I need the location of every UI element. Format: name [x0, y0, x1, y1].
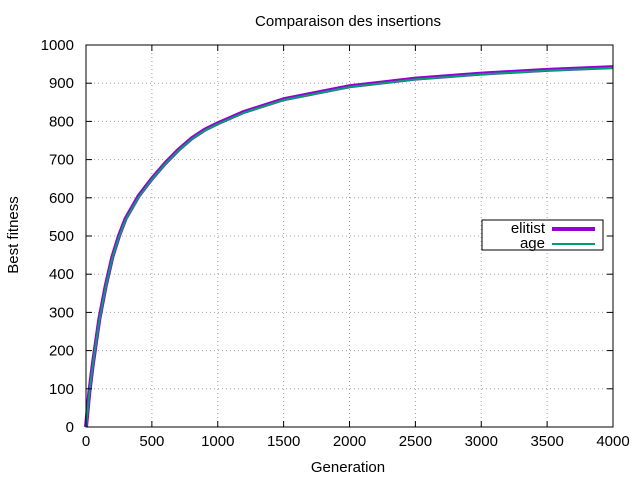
- x-tick-label: 4000: [596, 433, 629, 450]
- y-tick-label: 1000: [41, 37, 74, 54]
- y-tick-label: 900: [49, 75, 74, 92]
- y-tick-label: 700: [49, 152, 74, 169]
- x-tick-label: 3000: [465, 433, 498, 450]
- x-tick-label: 3500: [530, 433, 563, 450]
- legend-label-elitist: elitist: [511, 220, 546, 237]
- x-tick-label: 500: [139, 433, 164, 450]
- chart-title: Comparaison des insertions: [255, 13, 441, 30]
- x-tick-label: 2000: [333, 433, 366, 450]
- legend-label-age: age: [520, 235, 545, 252]
- series-line-age: [85, 66, 614, 428]
- y-tick-label: 0: [66, 419, 74, 436]
- series-group: [84, 65, 614, 428]
- y-tick-label: 600: [49, 190, 74, 207]
- x-axis-label: Generation: [311, 459, 385, 476]
- y-tick-label: 300: [49, 304, 74, 321]
- y-tick-label: 400: [49, 266, 74, 283]
- x-tick-label: 1500: [267, 433, 300, 450]
- y-tick-label: 500: [49, 228, 74, 245]
- x-tick-label: 1000: [201, 433, 234, 450]
- x-tick-label: 0: [82, 433, 90, 450]
- x-tick-label: 2500: [399, 433, 432, 450]
- y-tick-label: 800: [49, 113, 74, 130]
- legend: elitist age: [481, 219, 604, 252]
- ticks: 0 100 200 300 400 500 600 700 800 900 1000 0 500 1000…: [41, 37, 630, 450]
- y-tick-label: 100: [49, 381, 74, 398]
- y-axis-label: Best fitness: [5, 196, 22, 274]
- y-tick-label: 200: [49, 343, 74, 360]
